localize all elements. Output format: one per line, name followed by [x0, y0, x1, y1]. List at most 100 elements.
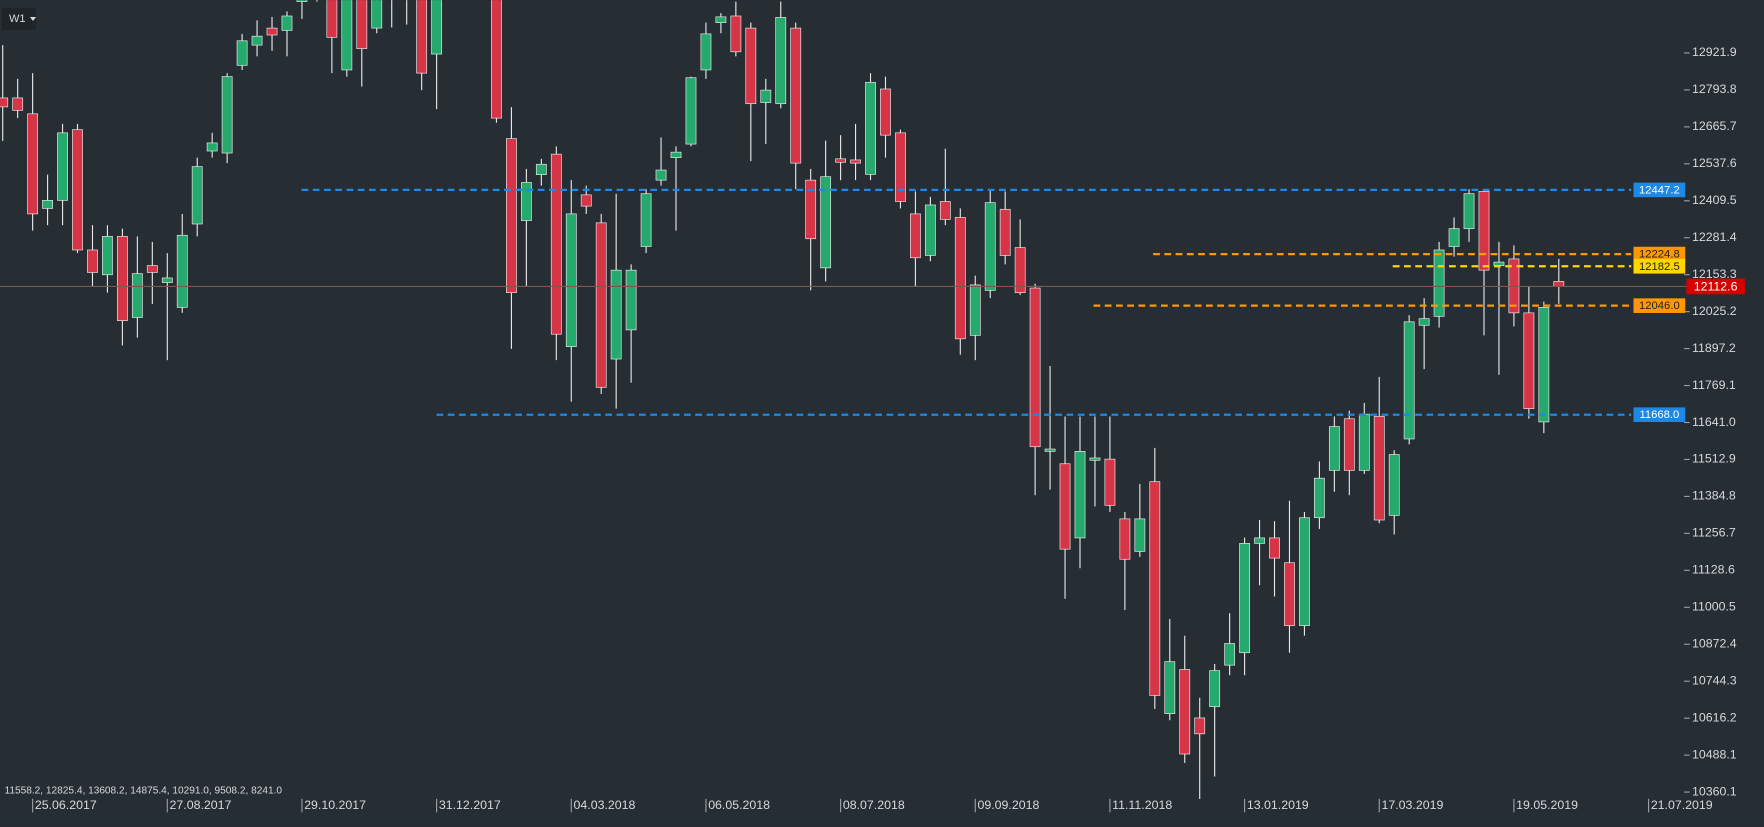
candle-body — [550, 153, 562, 335]
candle-body — [146, 265, 158, 273]
y-tick-label: 11897.2 — [1692, 341, 1736, 355]
candle-body — [1074, 451, 1086, 539]
candle-body — [1119, 518, 1131, 560]
candle-body — [835, 158, 847, 163]
candle-body — [236, 40, 248, 66]
candle-body — [1523, 312, 1535, 409]
level-label-box — [1633, 182, 1686, 198]
candle-body — [1194, 717, 1206, 735]
x-tick-label: 21.07.2019 — [1651, 798, 1713, 812]
candle-body — [1284, 562, 1295, 626]
candle-body — [251, 35, 263, 46]
candle-body — [954, 217, 966, 340]
timeframe-label: W1 — [9, 13, 26, 25]
candle-body — [595, 222, 607, 388]
candle-body — [42, 200, 53, 209]
candle-body — [431, 0, 443, 55]
y-tick-label: 11512.9 — [1692, 452, 1736, 466]
candle-body — [790, 27, 802, 164]
y-tick-label: 12281.4 — [1692, 230, 1737, 244]
dropdown-arrow — [29, 17, 36, 22]
x-tick-label: 31.12.2017 — [439, 798, 501, 812]
level-label-box — [1633, 407, 1686, 423]
candle-body — [1134, 518, 1146, 552]
candle-body — [1328, 426, 1340, 471]
candle-body — [1014, 247, 1026, 294]
y-tick-label: 11641.0 — [1692, 415, 1736, 429]
candle-body — [506, 138, 517, 294]
candle-body — [1538, 307, 1550, 423]
level-label: 11668.0 — [1639, 409, 1679, 421]
candle-body — [865, 82, 876, 175]
candle-body — [1433, 249, 1445, 317]
y-tick-label: 12025.2 — [1692, 304, 1737, 318]
candle-body — [700, 33, 712, 71]
candle-body — [1254, 537, 1265, 544]
candle-body — [1209, 670, 1221, 708]
candle-body — [924, 204, 936, 256]
candle-body — [206, 142, 218, 152]
candle-body — [655, 169, 667, 181]
candle-body — [1269, 537, 1280, 559]
candle-body — [685, 77, 697, 145]
candle-body — [535, 163, 547, 176]
candle-body — [805, 179, 817, 240]
candle-body — [161, 277, 173, 283]
candle-body — [1418, 318, 1430, 326]
candle-body — [176, 234, 188, 308]
candle-body — [1239, 543, 1250, 654]
y-tick-label: 12921.9 — [1692, 45, 1737, 59]
x-tick-label: 08.07.2018 — [843, 798, 905, 812]
candle-body — [640, 193, 652, 247]
candle-body — [87, 249, 98, 273]
candle-body — [999, 208, 1011, 256]
y-tick-label: 11000.5 — [1692, 600, 1736, 614]
candle-body — [1478, 191, 1490, 271]
candle-body — [1089, 457, 1101, 461]
level-label: 12447.2 — [1639, 184, 1680, 196]
candle-body — [1403, 321, 1415, 440]
candle-body — [745, 27, 757, 105]
candle-body — [775, 17, 787, 105]
candle-body — [1448, 228, 1460, 247]
candle-body — [266, 27, 278, 36]
candle-body — [1314, 477, 1325, 519]
candle-body — [416, 0, 428, 74]
candle-body — [969, 284, 981, 336]
x-tick-label: 09.09.2018 — [978, 798, 1040, 812]
candle-body — [191, 166, 203, 225]
candle-body — [984, 202, 996, 291]
candle-body — [565, 213, 577, 347]
x-tick-label: 06.05.2018 — [708, 798, 770, 812]
candle-body — [880, 88, 891, 136]
candle-body — [102, 236, 113, 276]
candle-body — [895, 132, 906, 202]
candle-body — [1164, 661, 1176, 714]
candle-body — [221, 76, 233, 154]
y-tick-label: 10360.1 — [1692, 784, 1737, 798]
level-label: 12182.5 — [1639, 261, 1680, 273]
candle-body — [760, 89, 772, 103]
level-label-box — [1633, 298, 1686, 313]
candle-body — [131, 273, 143, 318]
x-tick-label: 17.03.2019 — [1382, 798, 1444, 812]
x-tick-label: 19.05.2019 — [1516, 798, 1578, 812]
x-tick-label: 29.10.2017 — [304, 798, 366, 812]
level-label-box — [1633, 246, 1686, 262]
x-tick-label: 27.08.2017 — [170, 798, 232, 812]
candle-body — [1149, 481, 1161, 696]
candle-body — [117, 236, 128, 321]
candle-body — [670, 151, 682, 158]
candle-body — [1059, 463, 1071, 550]
y-tick-label: 11128.6 — [1692, 563, 1735, 577]
level-label-box — [1633, 258, 1686, 274]
y-tick-label: 12153.3 — [1692, 267, 1737, 281]
candle-body — [1224, 643, 1236, 666]
plot-area — [0, 0, 1565, 800]
timeframe-selector[interactable]: W1 — [2, 8, 36, 30]
candle-body — [939, 201, 951, 220]
candle-body — [1343, 418, 1355, 471]
candle-body — [610, 269, 622, 360]
y-tick-label: 10488.1 — [1692, 747, 1737, 761]
